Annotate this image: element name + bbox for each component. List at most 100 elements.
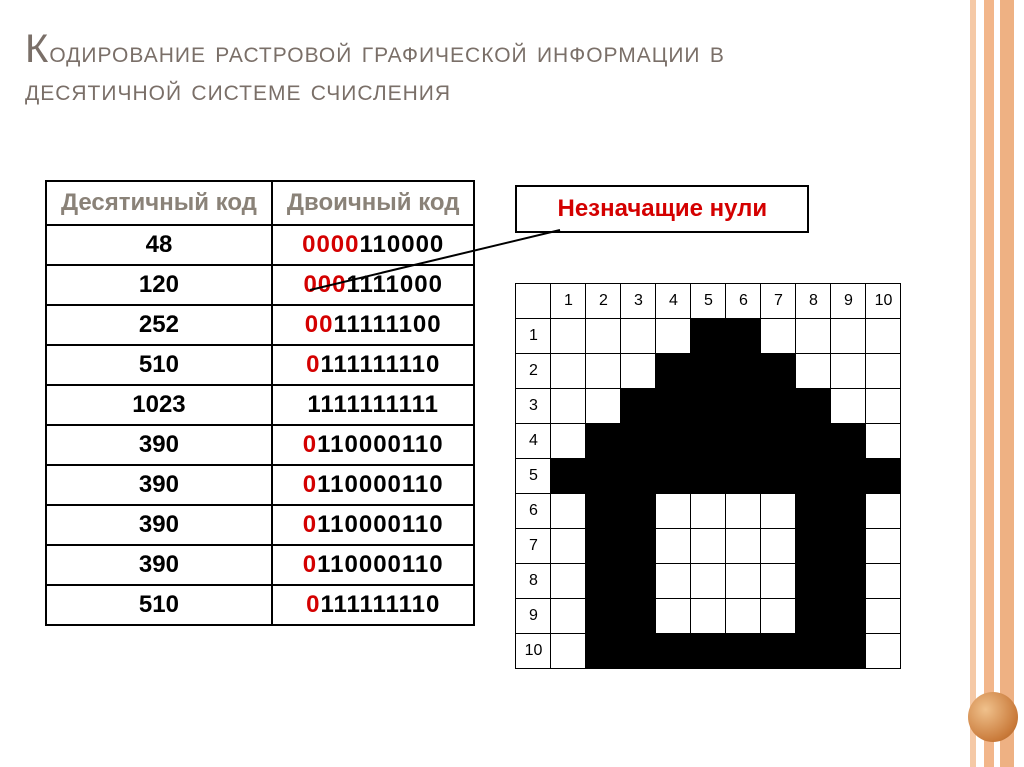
grid-cell — [586, 599, 621, 634]
grid-cell — [831, 599, 866, 634]
grid-cell — [761, 529, 796, 564]
grid-cell — [551, 494, 586, 529]
grid-row-label: 7 — [516, 529, 551, 564]
grid-cell — [691, 494, 726, 529]
grid-cell — [866, 564, 901, 599]
table-row: 3900110000110 — [46, 545, 474, 585]
grid-cell — [796, 599, 831, 634]
grid-cell — [726, 319, 761, 354]
binary-cell: 0110000110 — [272, 465, 475, 505]
grid-cell — [621, 459, 656, 494]
grid-cell — [656, 494, 691, 529]
grid-cell — [866, 634, 901, 669]
grid-cell — [656, 564, 691, 599]
grid-cell — [761, 634, 796, 669]
grid-cell — [656, 634, 691, 669]
grid-cell — [691, 319, 726, 354]
grid-col-label: 3 — [621, 284, 656, 319]
grid-cell — [586, 319, 621, 354]
grid-cell — [761, 599, 796, 634]
grid-cell — [551, 564, 586, 599]
grid-cell — [866, 389, 901, 424]
binary-cell: 0000110000 — [272, 225, 475, 265]
grid-col-label: 4 — [656, 284, 691, 319]
grid-cell — [691, 564, 726, 599]
grid-cell — [761, 354, 796, 389]
grid-cell — [551, 389, 586, 424]
grid-cell — [691, 634, 726, 669]
grid-cell — [831, 389, 866, 424]
grid-row-label: 1 — [516, 319, 551, 354]
grid-cell — [551, 354, 586, 389]
grid-cell — [691, 459, 726, 494]
grid-cell — [796, 424, 831, 459]
grid-row-label: 10 — [516, 634, 551, 669]
grid-cell — [796, 529, 831, 564]
binary-cell: 0110000110 — [272, 545, 475, 585]
table-row: 5100111111110 — [46, 345, 474, 385]
decimal-cell: 510 — [46, 345, 272, 385]
grid-cell — [761, 564, 796, 599]
grid-cell — [726, 564, 761, 599]
binary-cell: 0001111000 — [272, 265, 475, 305]
grid-cell — [831, 424, 866, 459]
grid-cell — [726, 494, 761, 529]
grid-cell — [831, 459, 866, 494]
grid-cell — [866, 354, 901, 389]
grid-cell — [726, 634, 761, 669]
table-row: 10231111111111 — [46, 385, 474, 425]
grid-col-label: 6 — [726, 284, 761, 319]
grid-cell — [831, 564, 866, 599]
grid-cell — [621, 599, 656, 634]
decimal-cell: 120 — [46, 265, 272, 305]
header-decimal: Десятичный код — [46, 181, 272, 225]
grid-col-label: 10 — [866, 284, 901, 319]
grid-col-label: 5 — [691, 284, 726, 319]
binary-cell: 0111111110 — [272, 585, 475, 625]
grid-cell — [691, 424, 726, 459]
grid-cell — [726, 529, 761, 564]
grid-cell — [761, 494, 796, 529]
grid-cell — [831, 494, 866, 529]
grid-cell — [831, 529, 866, 564]
grid-cell — [796, 459, 831, 494]
side-decoration — [954, 0, 1024, 767]
binary-cell: 0111111110 — [272, 345, 475, 385]
code-table: Десятичный код Двоичный код 480000110000… — [45, 180, 475, 626]
grid-cell — [586, 564, 621, 599]
grid-cell — [551, 319, 586, 354]
grid-cell — [551, 599, 586, 634]
grid-cell — [761, 424, 796, 459]
grid-row-label: 4 — [516, 424, 551, 459]
decimal-cell: 390 — [46, 465, 272, 505]
grid-col-label: 1 — [551, 284, 586, 319]
pixel-grid-wrap: 1234567891012345678910 — [515, 283, 901, 669]
grid-cell — [726, 424, 761, 459]
grid-cell — [621, 389, 656, 424]
grid-cell — [656, 424, 691, 459]
page-title: Кодирование растровой графической информ… — [25, 25, 885, 109]
grid-cell — [586, 494, 621, 529]
grid-cell — [656, 354, 691, 389]
grid-cell — [726, 354, 761, 389]
grid-cell — [656, 319, 691, 354]
grid-cell — [796, 389, 831, 424]
code-table-body: 4800001100001200001111000252001111110051… — [46, 225, 474, 625]
decimal-cell: 48 — [46, 225, 272, 265]
table-row: 3900110000110 — [46, 465, 474, 505]
grid-cell — [586, 389, 621, 424]
grid-cell — [726, 459, 761, 494]
grid-cell — [621, 564, 656, 599]
grid-cell — [621, 634, 656, 669]
grid-cell — [796, 564, 831, 599]
grid-cell — [726, 389, 761, 424]
binary-cell: 0011111100 — [272, 305, 475, 345]
grid-row-label: 2 — [516, 354, 551, 389]
grid-cell — [831, 634, 866, 669]
grid-cell — [656, 389, 691, 424]
grid-col-label: 7 — [761, 284, 796, 319]
grid-cell — [621, 494, 656, 529]
decimal-cell: 390 — [46, 545, 272, 585]
grid-cell — [726, 599, 761, 634]
grid-row-label: 3 — [516, 389, 551, 424]
